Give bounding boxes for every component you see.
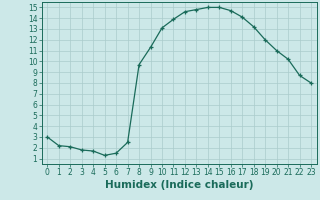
- X-axis label: Humidex (Indice chaleur): Humidex (Indice chaleur): [105, 180, 253, 190]
